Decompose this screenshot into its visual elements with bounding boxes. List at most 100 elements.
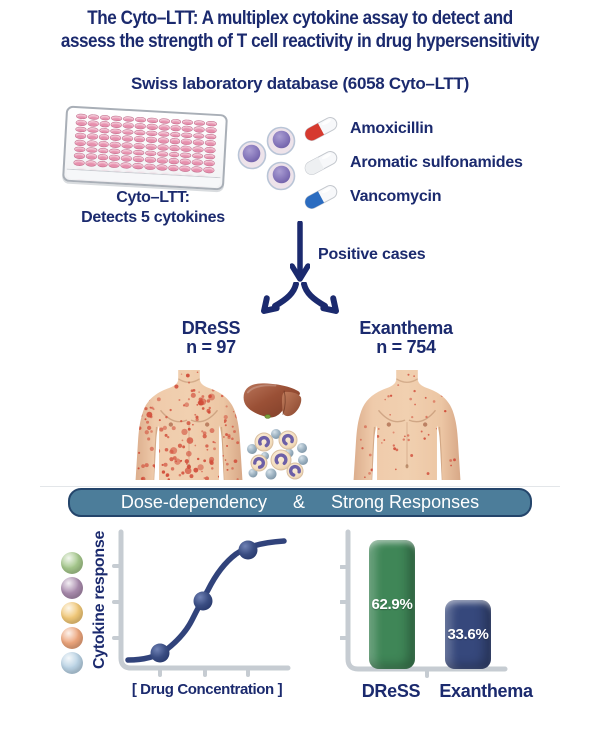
plate-well — [168, 165, 179, 171]
plate-well — [99, 121, 110, 127]
branch-n: n = 754 — [376, 337, 436, 357]
cytokine-dot-green-icon — [61, 552, 83, 574]
plate-well — [110, 142, 121, 148]
capsule-red-icon — [304, 117, 338, 141]
plate-well — [75, 126, 86, 133]
drug-label: Aromatic sulfonamides — [350, 154, 523, 171]
plate-well — [76, 113, 87, 119]
plate-well — [121, 162, 132, 168]
plate-well — [99, 128, 110, 134]
plate-well — [134, 143, 145, 149]
plate-well — [192, 159, 203, 166]
plate-well — [133, 150, 144, 156]
title-line-1: The Cyto–LTT: A multiplex cytokine assay… — [87, 8, 513, 29]
plate-well — [192, 166, 203, 172]
plate-well — [86, 147, 97, 153]
well-plate-icon — [62, 105, 228, 191]
plate-wells — [73, 113, 217, 173]
plate-well — [144, 163, 155, 170]
torso-dense-rash-icon — [130, 370, 248, 480]
plate-caption: Cyto–LTT: Detects 5 cytokines — [53, 188, 253, 228]
plate-well — [111, 115, 123, 121]
plate-well — [146, 137, 157, 143]
cells-icon — [237, 126, 296, 191]
plate-well — [181, 146, 192, 152]
plate-well — [111, 128, 122, 135]
plate-well — [192, 153, 203, 159]
plate-well — [156, 164, 167, 170]
bar-category-exanthema: Exanthema — [439, 681, 533, 701]
data-points — [150, 540, 258, 663]
plate-well — [122, 142, 133, 148]
bar-value-label: 33.6% — [447, 626, 489, 643]
plate-well — [203, 167, 214, 173]
plate-well — [75, 140, 86, 146]
subtitle: Swiss laboratory database (6058 Cyto–LTT… — [131, 74, 469, 93]
plate-well — [133, 156, 144, 162]
plate-well — [134, 130, 145, 136]
plate-well — [145, 157, 156, 163]
plate-well — [146, 130, 157, 136]
plate-well — [123, 122, 134, 129]
plate-well — [86, 153, 97, 160]
plate-well — [169, 145, 180, 151]
plate-well — [194, 126, 205, 133]
torso-sparse-rash-icon — [348, 370, 466, 480]
plate-well — [110, 135, 121, 141]
cytokine-dot-orange-icon — [61, 627, 83, 649]
plate-well — [111, 122, 122, 128]
plate-well — [73, 159, 85, 166]
cytokine-legend — [61, 552, 83, 674]
plate-well — [74, 146, 85, 152]
results-banner: Dose-dependency & Strong Responses — [68, 488, 532, 517]
capsule-white-icon — [304, 151, 338, 175]
plate-well — [170, 132, 181, 138]
plate-well — [109, 161, 120, 168]
plate-well — [182, 132, 193, 138]
cytokine-dot-purple-icon — [61, 577, 83, 599]
banner-part-2: Strong Responses — [331, 492, 480, 512]
x-axis-label: [ Drug Concentration ] — [131, 681, 283, 698]
plate-well — [85, 160, 96, 166]
plate-well — [170, 125, 181, 131]
title-line-2: assess the strength of T cell reactivity… — [60, 31, 540, 52]
page-title: The Cyto–LTT: A multiplex cytokine assay… — [30, 7, 570, 53]
bar-category-dress: DReSS — [361, 681, 421, 701]
dose-response-chart — [112, 529, 291, 677]
plate-well — [99, 134, 110, 140]
plate-well — [204, 153, 215, 160]
plate-well — [205, 147, 216, 153]
plate-well — [204, 160, 215, 166]
plate-well — [122, 136, 133, 142]
plate-well — [194, 120, 205, 126]
plate-well — [205, 140, 216, 146]
plate-well — [86, 140, 97, 146]
drug-label: Amoxicillin — [350, 120, 434, 137]
drug-row-vancomycin: Vancomycin — [300, 180, 442, 214]
plate-well — [180, 165, 191, 172]
plate-well — [135, 116, 146, 123]
plate-well — [88, 114, 99, 120]
bar-exanthema: 33.6% — [445, 600, 491, 669]
plate-well — [157, 151, 168, 157]
drug-label: Vancomycin — [350, 188, 442, 205]
plate-well — [145, 150, 156, 156]
branch-name: DReSS — [181, 318, 241, 338]
cell — [237, 126, 296, 191]
drug-row-sulfonamides: Aromatic sulfonamides — [300, 146, 523, 180]
plate-well — [193, 140, 204, 146]
cytokine-dot-blue-icon — [61, 652, 83, 674]
bar-chart-axes — [340, 529, 508, 678]
plate-well — [98, 148, 109, 154]
plate-caption-line-1: Cyto–LTT: — [116, 189, 190, 206]
plate-well — [169, 138, 181, 144]
plate-well — [145, 144, 157, 150]
eosinophils-icon — [247, 429, 308, 480]
plate-well — [180, 159, 191, 165]
banner-part-1: Dose-dependency — [120, 492, 267, 512]
cytokine-dot-yellow-icon — [61, 602, 83, 624]
plate-well — [75, 133, 86, 139]
plate-well — [110, 148, 121, 154]
bar-dress: 62.9% — [369, 540, 415, 669]
